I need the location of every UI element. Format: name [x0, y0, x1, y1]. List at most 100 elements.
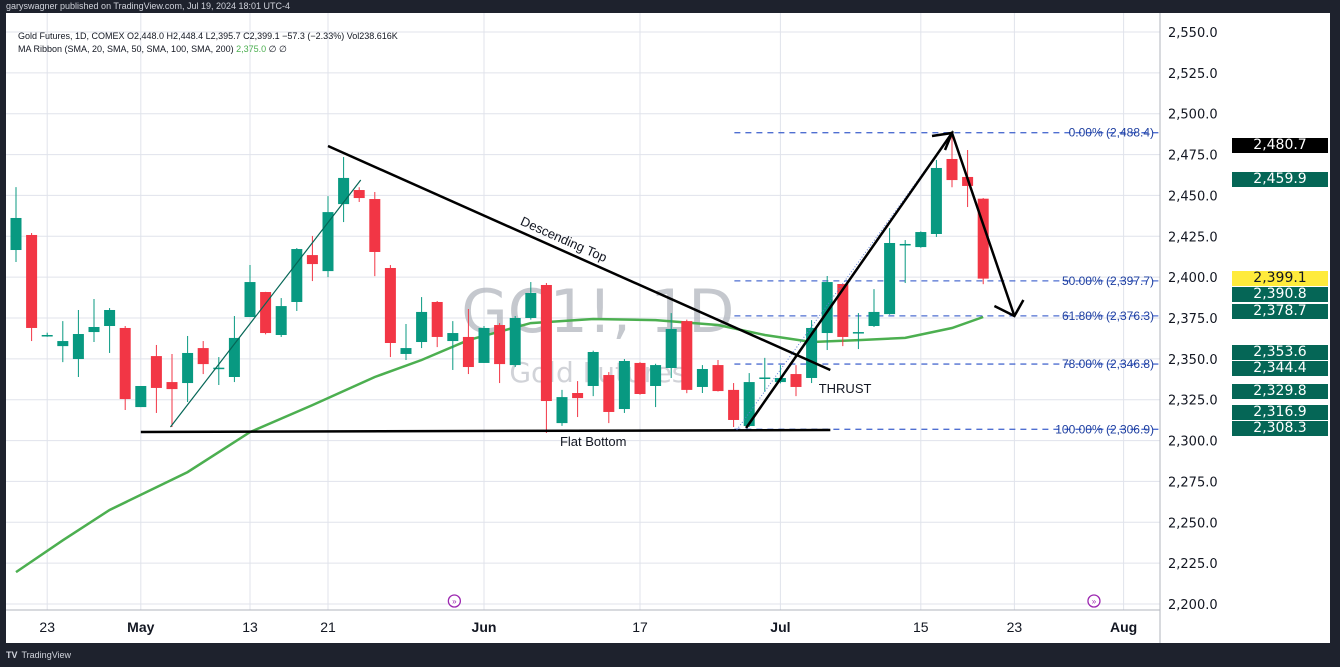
candle-body — [166, 382, 178, 390]
candle — [884, 228, 896, 315]
candle — [572, 381, 584, 418]
events-icon[interactable]: » — [1087, 594, 1101, 608]
price-tick-label: 2,275.0 — [1168, 475, 1218, 490]
candle-body — [665, 328, 677, 369]
publish-info: garyswagner published on TradingView.com… — [0, 0, 1340, 13]
candle-body — [369, 199, 381, 252]
candle-body — [930, 167, 942, 234]
candle-body — [899, 243, 911, 246]
candle-body — [868, 311, 880, 327]
candle — [447, 321, 459, 370]
trend-line-may[interactable] — [169, 179, 362, 428]
candle — [915, 231, 927, 248]
candle — [197, 341, 209, 375]
candle-body — [213, 367, 225, 370]
fib-level-label: 100.00% (2,306.9) — [1055, 422, 1154, 436]
time-tick-label: 21 — [320, 619, 336, 635]
candle-body — [182, 352, 194, 384]
candle-body — [400, 348, 412, 354]
candle-body — [197, 348, 209, 365]
candle — [431, 301, 443, 348]
price-badge: 2,480.7 — [1232, 137, 1328, 153]
candle — [369, 191, 381, 277]
descending-top-line[interactable] — [327, 144, 831, 372]
candle — [556, 389, 568, 426]
candle-body — [790, 374, 802, 387]
candle-body — [728, 389, 740, 420]
candle — [618, 359, 630, 413]
candle-body — [650, 365, 662, 386]
candle — [135, 385, 147, 408]
candle-body — [696, 368, 708, 387]
candle — [88, 299, 100, 343]
time-tick-label: 15 — [913, 619, 929, 635]
price-badge: 2,390.8 — [1232, 287, 1328, 303]
candle — [525, 282, 537, 320]
candle-body — [57, 341, 69, 347]
candle-body — [759, 377, 771, 379]
candle-body — [946, 158, 958, 181]
svg-text:»: » — [452, 597, 457, 606]
candle-body — [353, 190, 365, 199]
candle-body — [26, 234, 38, 328]
price-badge: 2,308.3 — [1232, 421, 1328, 437]
candle — [150, 344, 162, 413]
candle-body — [338, 177, 350, 205]
price-tick-label: 2,300.0 — [1168, 435, 1218, 450]
candle — [275, 298, 287, 337]
candle — [852, 313, 864, 350]
price-tick-label: 2,375.0 — [1168, 312, 1218, 327]
candle-body — [712, 365, 724, 392]
ma-legend: MA Ribbon (SMA, 20, SMA, 50, SMA, 100, S… — [18, 43, 398, 56]
candle — [72, 309, 84, 377]
candle — [166, 353, 178, 428]
candle — [322, 196, 334, 278]
price-axis[interactable] — [1160, 13, 1330, 643]
fib-level-label: 78.00% (2,346.8) — [1062, 357, 1154, 371]
candle-body — [306, 255, 318, 265]
fib-level-label: 50.00% (2,397.7) — [1062, 274, 1154, 288]
thrust-label: THRUST — [819, 381, 872, 396]
candle — [41, 332, 53, 337]
flat-bottom-line[interactable] — [140, 428, 831, 434]
candle-body — [416, 311, 428, 343]
candle-body — [915, 232, 927, 248]
flat-bottom-label: Flat Bottom — [560, 434, 626, 449]
ma-value: 2,375.0 — [236, 44, 267, 54]
symbol-legend: Gold Futures, 1D, COMEX O2,448.0 H2,448.… — [18, 31, 398, 41]
price-tick-label: 2,475.0 — [1168, 149, 1218, 164]
candle-body — [977, 198, 989, 279]
time-tick-label: Jun — [472, 619, 497, 635]
events-icon[interactable]: » — [447, 594, 462, 608]
candle — [806, 320, 818, 384]
price-chart[interactable]: GC1!, 1D Gold Futures 0.00% (2,488.4)50.… — [6, 13, 1330, 643]
price-tick-label: 2,550.0 — [1168, 26, 1218, 41]
candle — [462, 309, 474, 375]
candle-body — [228, 337, 240, 377]
time-tick-label: 17 — [632, 619, 648, 635]
price-tick-label: 2,450.0 — [1168, 189, 1218, 204]
time-tick-label: 23 — [1007, 619, 1023, 635]
candle-body — [572, 393, 584, 399]
candle — [400, 324, 412, 361]
candle — [26, 233, 38, 342]
candle-body — [634, 362, 646, 394]
tradingview-logo-icon: TV — [6, 650, 18, 660]
ma-label: MA Ribbon (SMA, 20, SMA, 50, SMA, 100, S… — [18, 44, 234, 54]
time-tick-label: May — [127, 619, 154, 635]
time-tick-label: 13 — [242, 619, 258, 635]
svg-text:»: » — [1092, 597, 1097, 606]
candle-body — [587, 351, 599, 386]
candle-body — [104, 309, 116, 327]
arrowhead-bottom — [993, 299, 1025, 318]
candle — [384, 265, 396, 358]
price-tick-label: 2,400.0 — [1168, 271, 1218, 286]
candle-body — [150, 356, 162, 388]
fib-trend-dotted[interactable] — [736, 132, 953, 431]
candle-body — [10, 217, 22, 251]
chart-frame[interactable]: GC1!, 1D Gold Futures 0.00% (2,488.4)50.… — [6, 13, 1330, 643]
candle-body — [447, 333, 459, 342]
candle-body — [852, 332, 864, 334]
price-badge: 2,344.4 — [1232, 361, 1328, 377]
candle-body — [884, 242, 896, 315]
